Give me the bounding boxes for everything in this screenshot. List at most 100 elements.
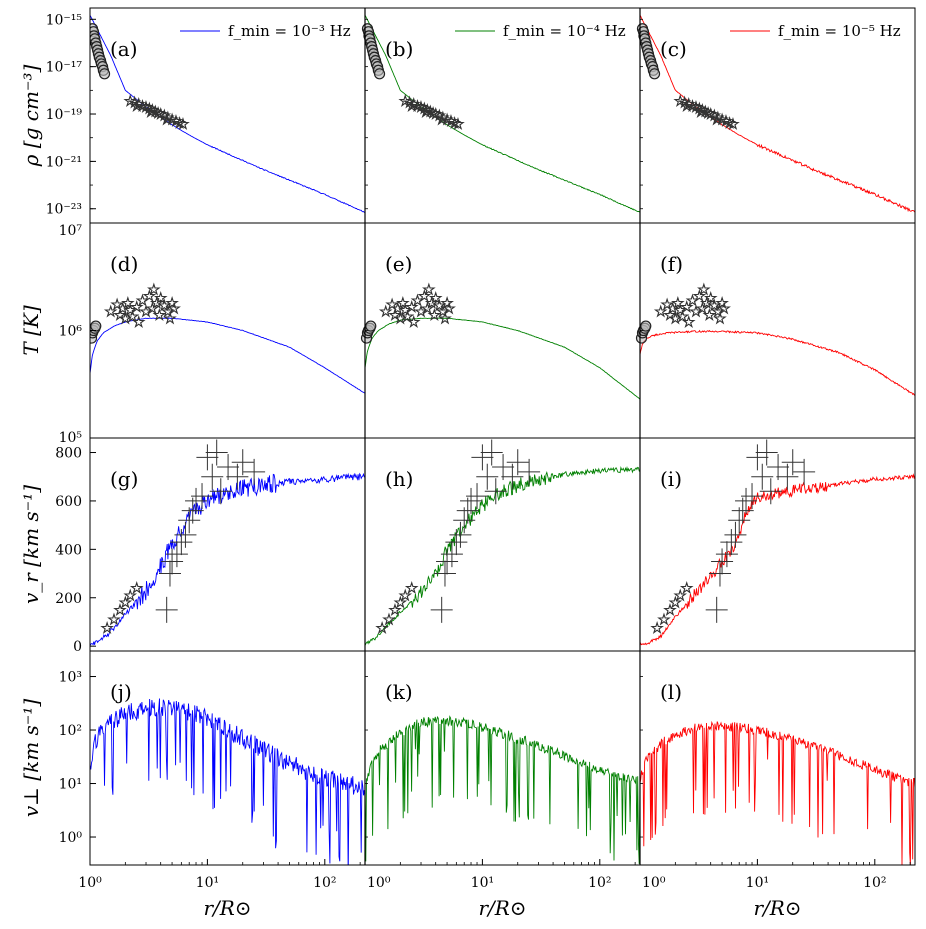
obs-star-marker: ☆ (421, 101, 434, 119)
obs-star-marker: ☆ (708, 107, 721, 125)
obs-star-marker: ☆ (682, 313, 695, 331)
obs-star-marker: ☆ (139, 303, 152, 321)
obs-star-marker: ☆ (167, 300, 180, 318)
obs-star-marker: ☆ (701, 104, 714, 122)
obs-star-marker: ☆ (405, 298, 418, 316)
obs-star-marker: ☆ (161, 303, 174, 321)
obs-star-marker: ☆ (119, 309, 132, 327)
obs-star-marker: ☆ (163, 309, 176, 327)
obs-star-marker: ☆ (113, 601, 126, 619)
obs-star-marker: ☆ (165, 110, 178, 128)
obs-star-marker: ☆ (403, 94, 416, 112)
obs-star-marker: ☆ (421, 300, 434, 318)
panel-label: (c) (660, 37, 687, 61)
obs-star-marker: ☆ (121, 294, 134, 312)
obs-star-marker: ☆ (696, 300, 709, 318)
y-tick-label: 600 (55, 494, 82, 510)
obs-circle-marker (90, 320, 102, 332)
y-tick-label: 10⁻¹⁵ (46, 12, 83, 28)
obs-circle-marker (98, 68, 111, 80)
obs-star-marker: ☆ (699, 102, 712, 120)
obs-star-marker: ☆ (436, 303, 449, 321)
obs-star-marker: ☆ (650, 619, 663, 637)
obs-star-marker: ☆ (398, 586, 411, 604)
legend-label: f_min = 10⁻⁴ Hz (503, 22, 626, 40)
obs-star-marker: ☆ (703, 306, 716, 324)
obs-star-marker: ☆ (723, 114, 736, 132)
x-tick-label: 10² (588, 875, 611, 891)
panel-rho-1: ☆☆☆☆☆☆☆☆☆☆☆☆☆☆☆☆☆ ☆ ☆ (361, 14, 641, 213)
obs-star-marker: ☆ (158, 107, 171, 125)
obs-star-marker: ☆ (161, 109, 174, 127)
series-line-vperp-0 (90, 698, 366, 865)
obs-star-marker: ☆ (429, 105, 442, 123)
y-tick-label: 10¹ (59, 777, 82, 793)
panel-vr-1: ☆☆☆☆☆☆ (364, 439, 641, 646)
obs-star-marker: ☆ (436, 109, 449, 127)
row-frame (89, 7, 916, 224)
obs-star-marker: ☆ (130, 579, 143, 597)
obs-star-marker: ☆ (418, 287, 431, 305)
x-tick-label: 10⁰ (367, 875, 391, 891)
obs-star-marker: ☆ (169, 112, 182, 130)
y-axis-label: v⊥ [km s⁻¹] (19, 699, 43, 818)
obs-star-marker: ☆ (693, 100, 706, 118)
obs-star-marker: ☆ (657, 611, 670, 629)
obs-star-marker: ☆ (422, 281, 435, 299)
obs-star-marker: ☆ (104, 303, 117, 321)
x-axis-label: r/R⊙ (203, 896, 251, 920)
panel-T-0: ☆☆☆☆☆☆☆☆☆☆☆☆☆☆☆☆☆☆☆☆☆☆☆ (90, 280, 366, 394)
obs-circle-marker (373, 68, 386, 80)
obs-star-marker: ☆ (391, 300, 404, 318)
obs-star-marker: ☆ (146, 101, 159, 119)
obs-star-marker: ☆ (696, 101, 709, 119)
series-line-vr-0 (90, 472, 366, 647)
obs-circle-marker (648, 68, 661, 80)
obs-star-marker: ☆ (126, 307, 139, 325)
obs-star-marker: ☆ (673, 92, 686, 110)
obs-star-marker: ☆ (717, 300, 730, 318)
obs-star-marker: ☆ (379, 303, 392, 321)
series-line-vperp-2 (639, 720, 915, 865)
obs-star-marker: ☆ (704, 289, 717, 307)
obs-star-marker: ☆ (419, 103, 432, 121)
obs-star-marker: ☆ (418, 100, 431, 118)
obs-star-marker: ☆ (689, 98, 702, 116)
panel-label: (k) (385, 680, 413, 704)
series-line-T-2 (639, 329, 915, 397)
x-tick-label: 10⁰ (78, 875, 102, 891)
obs-star-marker: ☆ (673, 301, 686, 319)
obs-star-marker: ☆ (147, 281, 160, 299)
obs-star-marker: ☆ (680, 97, 693, 115)
obs-star-marker: ☆ (132, 95, 145, 113)
obs-star-marker: ☆ (107, 611, 120, 629)
obs-star-marker: ☆ (176, 115, 189, 133)
panel-label: (l) (660, 680, 682, 704)
y-tick-label: 10⁻¹⁹ (46, 107, 83, 123)
obs-star-marker: ☆ (697, 281, 710, 299)
obs-star-marker: ☆ (694, 103, 707, 121)
obs-star-marker: ☆ (123, 301, 136, 319)
obs-star-marker: ☆ (130, 97, 143, 115)
obs-star-marker: ☆ (711, 109, 724, 127)
panel-vperp-2 (639, 720, 915, 865)
y-tick-label: 10⁻²³ (46, 202, 82, 218)
obs-star-marker: ☆ (128, 94, 141, 112)
series-line-rho-1 (364, 14, 641, 213)
obs-star-marker: ☆ (139, 98, 152, 116)
obs-star-marker: ☆ (660, 295, 673, 313)
panel-rho-2: ☆☆☆☆☆☆☆☆☆☆☆☆☆☆☆☆☆ ☆ ☆ (636, 15, 915, 213)
x-axis-label: r/R⊙ (753, 896, 801, 920)
obs-star-marker: ☆ (429, 289, 442, 307)
obs-star-marker: ☆ (160, 110, 173, 128)
obs-star-marker: ☆ (686, 292, 699, 310)
obs-star-marker: ☆ (388, 601, 401, 619)
obs-star-marker: ☆ (682, 95, 695, 113)
obs-star-marker: ☆ (440, 294, 453, 312)
obs-star-marker: ☆ (144, 103, 157, 121)
panel-vr-0: ☆☆☆☆☆☆ (90, 439, 366, 647)
panel-vperp-0 (90, 698, 366, 865)
obs-star-marker: ☆ (398, 92, 411, 110)
obs-star-marker: ☆ (669, 594, 682, 612)
